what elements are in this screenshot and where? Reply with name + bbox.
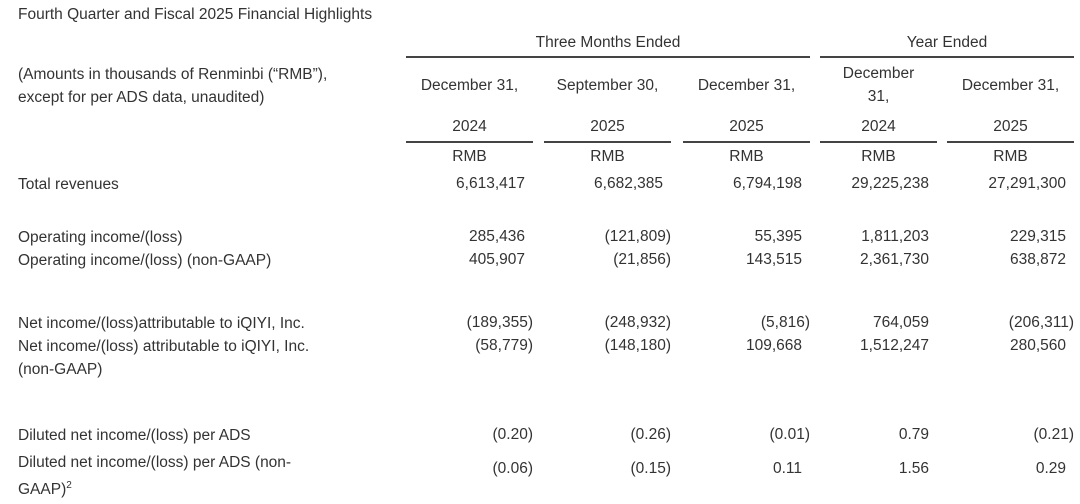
column-year: 2025 xyxy=(947,118,1074,143)
table-cell: 1,811,203 xyxy=(861,228,929,245)
row-label-line: Operating income/(loss) xyxy=(18,229,183,246)
row-label-line: GAAP)2 xyxy=(18,474,291,501)
row-label-line: Diluted net income/(loss) per ADS (non- xyxy=(18,454,292,471)
note-line: (Amounts in thousands of Renminbi (“RMB”… xyxy=(18,66,328,83)
table-cell: (248,932) xyxy=(604,314,671,331)
column-year: 2024 xyxy=(820,118,937,143)
table-cell: (5,816) xyxy=(760,314,810,331)
group-header-three-months: Three Months Ended xyxy=(406,34,810,58)
row-label: Net income/(loss) attributable to iQIYI,… xyxy=(18,335,309,381)
table-cell: 2,361,730 xyxy=(860,251,929,268)
row-label-line: Net income/(loss)attributable to iQIYI, … xyxy=(18,315,305,332)
table-cell: 27,291,300 xyxy=(988,175,1066,192)
table-cell: (0.20) xyxy=(492,426,534,443)
footnote-marker: 2 xyxy=(66,480,72,491)
table-cell: 29,225,238 xyxy=(851,175,929,192)
table-cell: 1.56 xyxy=(898,460,929,477)
table-cell: (0.15) xyxy=(630,460,672,477)
table-cell: (21,856) xyxy=(613,251,671,268)
table-cell: 764,059 xyxy=(872,314,929,331)
table-cell: (0.06) xyxy=(492,460,534,477)
table-cell: (148,180) xyxy=(604,337,671,354)
table-cell: 6,794,198 xyxy=(733,175,802,192)
table-cell: 638,872 xyxy=(1009,251,1066,268)
table-cell: 143,515 xyxy=(745,251,802,268)
page-title: Fourth Quarter and Fiscal 2025 Financial… xyxy=(18,6,373,23)
column-date: December 31, xyxy=(697,77,796,94)
table-cell: 1,512,247 xyxy=(860,337,929,354)
column-year: 2024 xyxy=(406,118,533,143)
table-cell: (121,809) xyxy=(604,228,671,245)
column-year: 2025 xyxy=(544,118,671,143)
table-cell: 6,613,417 xyxy=(456,175,525,192)
column-date: September 30, xyxy=(556,77,659,94)
column-date: December 31, xyxy=(842,65,915,105)
table-cell: 0.29 xyxy=(1035,460,1066,477)
column-date: December 31, xyxy=(961,77,1060,94)
table-cell: 0.79 xyxy=(898,426,929,443)
column-year: 2025 xyxy=(683,118,810,143)
column-unit: RMB xyxy=(452,148,487,165)
row-label: Diluted net income/(loss) per ADS xyxy=(18,424,251,447)
table-cell: 6,682,385 xyxy=(594,175,663,192)
column-unit: RMB xyxy=(993,148,1028,165)
row-label-line: Diluted net income/(loss) per ADS xyxy=(18,427,251,444)
table-cell: 229,315 xyxy=(1009,228,1066,245)
row-label: Diluted net income/(loss) per ADS (non- G… xyxy=(18,451,291,501)
row-label-line: Operating income/(loss) (non-GAAP) xyxy=(18,252,272,269)
table-cell: 405,907 xyxy=(468,251,525,268)
group-header-year: Year Ended xyxy=(820,34,1074,58)
amounts-note: (Amounts in thousands of Renminbi (“RMB”… xyxy=(18,63,327,109)
row-label: Operating income/(loss) xyxy=(18,226,183,249)
row-label-text: GAAP) xyxy=(18,481,67,499)
table-cell: 280,560 xyxy=(1009,337,1066,354)
table-cell: 55,395 xyxy=(754,228,802,245)
row-label: Total revenues xyxy=(18,173,119,196)
table-cell: 0.11 xyxy=(772,460,802,477)
table-cell: 109,668 xyxy=(745,337,802,354)
note-line: except for per ADS data, unaudited) xyxy=(18,89,265,106)
row-label-line: Net income/(loss) attributable to iQIYI,… xyxy=(18,338,310,355)
table-cell: (0.26) xyxy=(630,426,672,443)
table-cell: (206,311) xyxy=(1008,314,1074,331)
column-unit: RMB xyxy=(729,148,764,165)
table-cell: 285,436 xyxy=(468,228,525,245)
row-label: Operating income/(loss) (non-GAAP) xyxy=(18,249,271,272)
table-cell: (0.21) xyxy=(1033,426,1075,443)
table-cell: (189,355) xyxy=(466,314,533,331)
row-label-line: (non-GAAP) xyxy=(18,361,103,378)
row-label-line: Total revenues xyxy=(18,176,119,193)
column-unit: RMB xyxy=(590,148,625,165)
table-cell: (0.01) xyxy=(769,426,811,443)
row-label: Net income/(loss)attributable to iQIYI, … xyxy=(18,312,305,335)
column-unit: RMB xyxy=(861,148,896,165)
table-cell: (58,779) xyxy=(475,337,533,354)
column-date: December 31, xyxy=(420,77,519,94)
